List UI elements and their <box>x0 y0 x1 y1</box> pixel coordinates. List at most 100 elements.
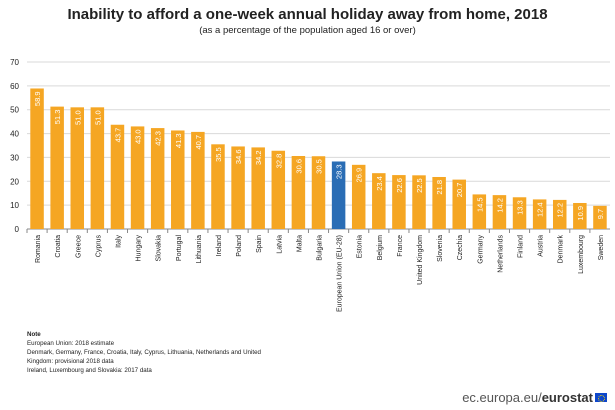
category-label: Latvia <box>276 235 283 254</box>
category-label: Malta <box>296 235 303 252</box>
chart-title: Inability to afford a one-week annual ho… <box>67 6 548 23</box>
bar <box>432 176 446 229</box>
category-label: Romania <box>35 235 42 263</box>
data-label: 9.7 <box>596 209 605 219</box>
note-line: Denmark, Germany, France, Croatia, Italy… <box>27 349 261 365</box>
data-label: 28.3 <box>335 164 344 179</box>
category-label: Denmark <box>558 235 565 264</box>
data-label: 13.3 <box>516 200 525 215</box>
bar <box>372 173 386 229</box>
data-label: 43.7 <box>113 128 122 143</box>
category-label: Poland <box>236 235 243 257</box>
data-label: 34.6 <box>234 149 243 164</box>
category-label: Bulgaria <box>317 235 324 261</box>
data-label: 30.6 <box>294 159 303 174</box>
data-label: 51.0 <box>93 110 102 125</box>
note-line: European Union: 2018 estimate <box>27 340 115 347</box>
data-label: 42.3 <box>154 131 163 146</box>
category-label: Greece <box>75 235 82 258</box>
bar <box>191 131 205 229</box>
y-tick-label: 40 <box>10 130 19 139</box>
note: Note European Union: 2018 estimate Denma… <box>27 330 287 375</box>
data-label: 51.0 <box>73 110 82 125</box>
eu-flag-icon <box>595 393 607 402</box>
y-tick-label: 10 <box>10 201 19 210</box>
bar <box>492 195 507 229</box>
data-label: 22.5 <box>415 178 424 193</box>
category-label: Slovakia <box>156 235 163 262</box>
bar <box>50 106 64 229</box>
bar <box>512 197 527 229</box>
bar <box>90 107 105 229</box>
category-label: France <box>397 235 404 257</box>
bar <box>211 144 225 229</box>
bar <box>532 199 547 229</box>
bar <box>331 161 346 229</box>
category-label: Estonia <box>357 235 364 258</box>
data-label: 43.0 <box>134 129 143 144</box>
data-label: 34.2 <box>254 150 263 165</box>
bar <box>110 124 125 229</box>
brand-name: eurostat <box>541 390 593 405</box>
y-tick-label: 0 <box>15 225 20 234</box>
category-label: Slovenia <box>437 235 444 262</box>
category-label: Ireland <box>216 235 223 257</box>
category-label: European Union (EU-28) <box>337 235 344 312</box>
bar <box>311 156 326 229</box>
category-label: Croatia <box>55 235 62 258</box>
bar <box>351 164 366 229</box>
y-tick-label: 20 <box>10 177 19 186</box>
data-label: 12.4 <box>536 202 545 217</box>
data-label: 35.5 <box>214 147 223 162</box>
bar <box>412 175 426 229</box>
category-label: Austria <box>538 235 545 257</box>
y-tick-label: 70 <box>10 58 19 67</box>
bar-chart: 0 10 20 30 40 50 60 70 58.9 Romania 51.3 Croatia 51.… <box>10 58 610 312</box>
y-tick-label: 50 <box>10 106 19 115</box>
category-label: Spain <box>256 235 263 253</box>
data-label: 10.9 <box>576 206 585 221</box>
note-heading: Note <box>27 331 41 338</box>
data-label: 21.8 <box>435 180 444 195</box>
y-tick-label: 60 <box>10 82 19 91</box>
data-label: 51.3 <box>53 110 62 125</box>
bar <box>291 155 306 229</box>
data-label: 32.8 <box>274 154 283 169</box>
data-label: 30.5 <box>315 159 324 174</box>
bar <box>231 146 245 229</box>
bar <box>472 194 487 229</box>
data-label: 40.7 <box>194 135 203 150</box>
chart-subtitle: (as a percentage of the population aged … <box>199 25 416 36</box>
bar <box>150 128 165 229</box>
category-label: Belgium <box>377 235 384 260</box>
category-label: Sweden <box>598 235 605 260</box>
data-label: 23.4 <box>375 176 384 191</box>
category-label: Netherlands <box>497 235 504 273</box>
category-label: United Kingdom <box>417 235 424 285</box>
data-label: 41.3 <box>174 133 183 148</box>
bar <box>392 175 406 229</box>
bar <box>130 126 145 229</box>
category-label: Finland <box>518 235 525 258</box>
category-label: Portugal <box>176 235 183 262</box>
bar <box>552 199 567 229</box>
category-label: Hungary <box>136 235 143 262</box>
category-label: Luxembourg <box>578 235 585 274</box>
eurostat-brand: ec.europa.eu/eurostat <box>462 390 607 405</box>
brand-prefix: ec.europa.eu/ <box>462 390 542 405</box>
y-tick-label: 30 <box>10 153 19 162</box>
data-label: 26.9 <box>355 168 364 183</box>
bar <box>271 150 286 229</box>
bar <box>171 130 185 229</box>
note-line: Ireland, Luxembourg and Slovakia: 2017 d… <box>27 367 152 374</box>
bar <box>30 88 44 229</box>
data-label: 14.2 <box>495 198 504 213</box>
bar <box>573 202 587 229</box>
bar <box>452 179 466 229</box>
data-label: 12.2 <box>556 203 565 218</box>
bar <box>251 147 265 229</box>
bar <box>70 107 85 229</box>
category-label: Lithuania <box>196 235 203 264</box>
category-label: Czechia <box>457 235 464 260</box>
data-label: 58.9 <box>33 91 42 106</box>
